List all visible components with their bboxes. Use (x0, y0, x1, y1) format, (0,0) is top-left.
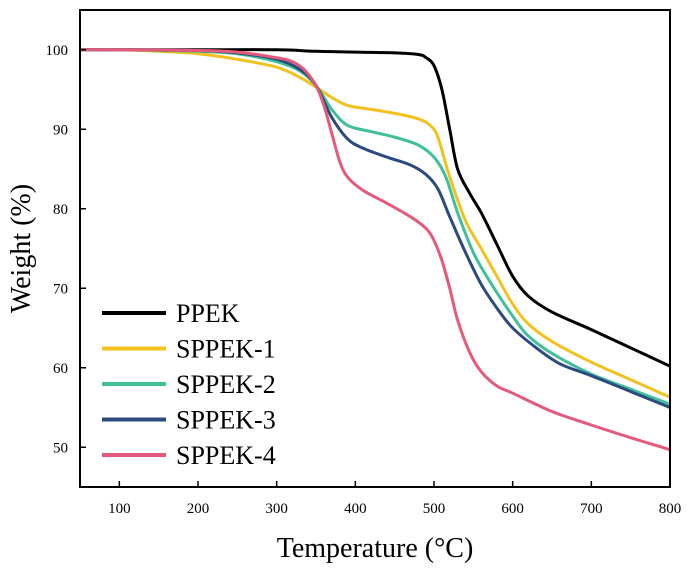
legend-label: SPPEK-4 (176, 441, 276, 470)
x-axis-title: Temperature (°C) (277, 533, 474, 564)
legend-label: SPPEK-3 (176, 406, 276, 435)
y-tick-label: 50 (53, 440, 68, 456)
y-tick-label: 80 (53, 202, 68, 218)
legend: PPEK SPPEK-1 SPPEK-2 SPPEK-3 SPPEK-4 (102, 299, 276, 470)
series-line-ppek (80, 48, 671, 368)
plot-frame (79, 9, 671, 488)
x-tick-label: 100 (108, 501, 131, 517)
y-tick-label: 90 (53, 122, 68, 138)
series-line-sppek-4 (79, 48, 671, 452)
series-line-sppek-1 (79, 48, 671, 399)
y-tick-label: 60 (53, 361, 68, 377)
legend-label: SPPEK-2 (176, 370, 276, 399)
y-axis-title: Weight (%) (6, 184, 37, 313)
ticks-layer: 100 200 300 400 500 600 700 800 50 60 70 80 90 100 (46, 43, 682, 517)
series-layer (79, 48, 671, 452)
x-tick-label: 500 (423, 501, 446, 517)
x-tick-label: 600 (501, 501, 524, 517)
y-tick-label: 100 (46, 43, 69, 59)
series-line-sppek-3 (79, 48, 671, 409)
x-tick-label: 400 (344, 501, 367, 517)
y-tick-label: 70 (53, 281, 68, 297)
x-tick-label: 200 (187, 501, 210, 517)
x-tick-label: 800 (659, 501, 682, 517)
series-line-sppek-2 (79, 48, 671, 406)
x-tick-label: 300 (265, 501, 288, 517)
legend-label: SPPEK-1 (176, 335, 276, 364)
x-tick-label: 700 (580, 501, 603, 517)
legend-label: PPEK (176, 299, 240, 328)
